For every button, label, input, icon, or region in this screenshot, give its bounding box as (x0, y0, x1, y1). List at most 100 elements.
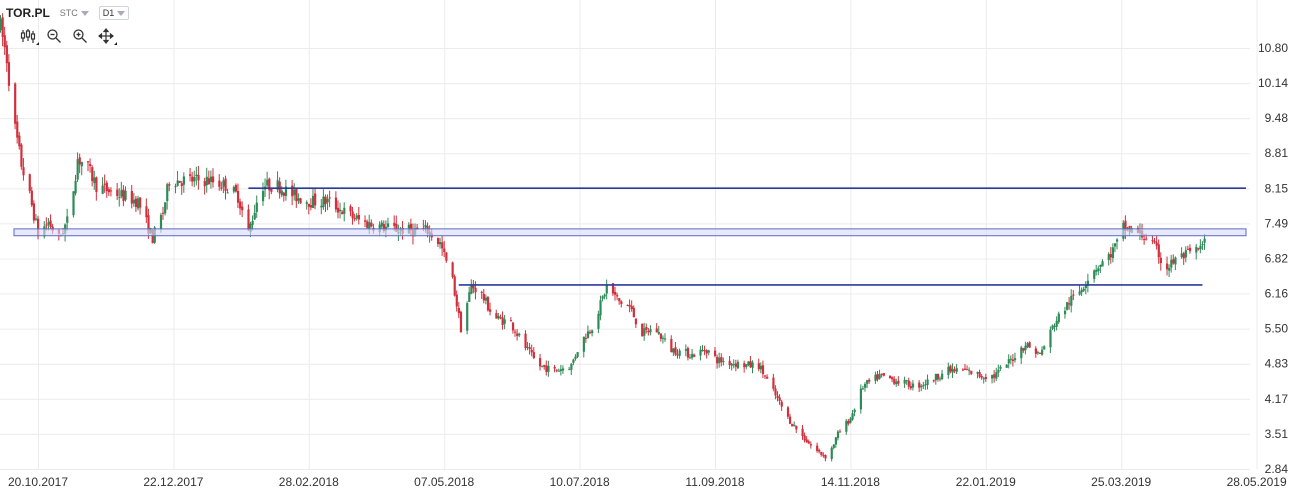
candle-down (395, 223, 398, 232)
candle-up (649, 329, 652, 333)
x-tick-label: 28.02.2018 (279, 475, 339, 489)
candle-down (772, 377, 775, 389)
candle-up (759, 365, 763, 370)
candle-up (547, 365, 550, 372)
candle-down (1, 17, 4, 37)
candle-down (95, 177, 98, 193)
candle-down (86, 161, 90, 163)
interval-dropdown[interactable]: D1 (98, 6, 130, 20)
candle-down (105, 182, 108, 192)
candle-down (328, 197, 331, 199)
candle-down (774, 388, 777, 396)
candle-up (793, 424, 796, 426)
candle-up (745, 364, 748, 367)
candle-up (1078, 291, 1081, 295)
candle-down (693, 354, 696, 357)
candle-down (459, 311, 463, 333)
candle-down (393, 222, 396, 226)
chart-header: TOR.PL STC D1 (6, 6, 130, 20)
candle-up (832, 444, 835, 448)
market-dropdown[interactable]: STC (56, 6, 93, 20)
candle-up (863, 384, 867, 388)
candle-up (934, 373, 938, 381)
symbol-label[interactable]: TOR.PL (6, 6, 50, 20)
candle-up (226, 192, 229, 194)
crosshair-move-icon[interactable] (98, 28, 117, 45)
candle-down (480, 291, 483, 293)
candle-down (1166, 263, 1169, 270)
candle-down (807, 441, 810, 444)
candle-down (7, 62, 11, 86)
candle-up (1080, 289, 1083, 293)
candle-down (357, 214, 360, 220)
candle-up (834, 437, 838, 445)
candle-up (0, 18, 2, 31)
candle-down (1124, 220, 1127, 231)
candle-down (1038, 352, 1042, 354)
candle-up (947, 366, 950, 376)
candle-down (880, 373, 883, 375)
candle-up (1107, 253, 1110, 261)
zoom-out-icon[interactable] (46, 28, 62, 44)
candle-up (572, 359, 575, 363)
candle-down (936, 373, 940, 380)
candle-down (686, 348, 690, 358)
candle-up (995, 372, 998, 379)
candle-up (255, 202, 258, 212)
candle-up (657, 332, 660, 334)
candle-up (684, 349, 688, 351)
candle-down (180, 183, 183, 187)
candle-down (509, 320, 513, 322)
candle-up (34, 218, 38, 220)
candle-down (145, 206, 148, 218)
candle-down (749, 361, 752, 368)
candle-down (1197, 248, 1200, 250)
candle-down (30, 190, 33, 206)
candle-down (628, 304, 631, 307)
candle-up (691, 353, 694, 358)
candle-down (341, 211, 344, 215)
candle-up (1043, 346, 1046, 350)
candles-settings-icon[interactable] (20, 28, 39, 45)
candle-up (1111, 247, 1115, 259)
candle-up (1195, 246, 1198, 253)
candle-up (497, 315, 500, 319)
candle-up (1053, 325, 1056, 327)
candle-up (159, 214, 163, 229)
candle-up (205, 176, 208, 186)
candle-up (1168, 267, 1171, 271)
candle-up (926, 379, 929, 385)
candle-down (314, 193, 317, 206)
candle-up (903, 379, 906, 384)
candle-up (699, 349, 702, 356)
y-tick-label: 3.51 (1265, 427, 1289, 441)
candle-down (553, 366, 556, 369)
candle-down (22, 167, 25, 176)
candle-up (74, 180, 77, 194)
level-zone[interactable] (13, 228, 1247, 237)
candle-down (818, 450, 821, 452)
candle-down (28, 174, 31, 191)
candle-down (147, 215, 150, 234)
candle-up (1005, 364, 1008, 368)
candle-down (107, 189, 111, 193)
y-tick-label: 4.17 (1265, 392, 1289, 406)
candle-down (801, 428, 804, 437)
candle-down (324, 196, 327, 205)
candle-up (836, 431, 840, 439)
candle-down (189, 174, 192, 176)
candle-up (1057, 313, 1060, 323)
candle-up (484, 297, 488, 301)
candle-up (922, 385, 925, 387)
candle-up (1007, 359, 1010, 364)
candle-down (716, 356, 719, 364)
candle-down (809, 444, 813, 446)
candle-down (45, 224, 48, 226)
candle-down (1186, 248, 1190, 250)
zoom-in-icon[interactable] (72, 28, 88, 44)
candle-down (655, 328, 658, 333)
candle-down (524, 333, 527, 349)
candle-up (1174, 257, 1177, 265)
